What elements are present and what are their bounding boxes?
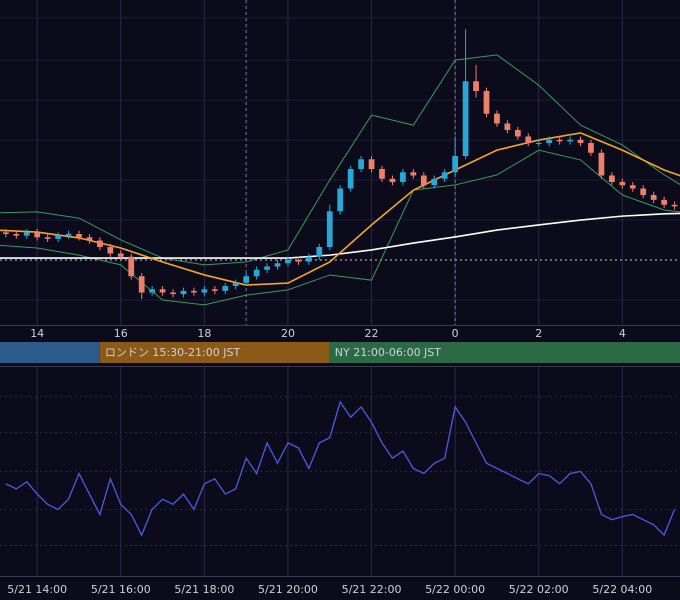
candle-body xyxy=(452,156,459,173)
candle-body xyxy=(170,292,176,295)
candle-body xyxy=(138,276,145,293)
candle-body xyxy=(274,263,281,267)
candle-body xyxy=(368,159,375,169)
candle-body xyxy=(222,286,229,291)
x-tick-label: 2 xyxy=(535,327,542,340)
x-tick-label: 5/21 16:00 xyxy=(91,583,151,596)
x-tick-label: 5/22 00:00 xyxy=(425,583,485,596)
candle-body xyxy=(619,182,626,186)
candle-body xyxy=(400,172,406,182)
candle-body xyxy=(149,289,156,293)
candle-body xyxy=(305,256,312,262)
candle-body xyxy=(34,232,41,238)
x-tick-label: 14 xyxy=(30,327,44,340)
candle-body xyxy=(629,185,636,189)
price-x-axis: 14 16 18 20 22 0 2 4 xyxy=(30,327,626,340)
candle-body xyxy=(2,232,9,234)
candle-body xyxy=(535,143,542,144)
x-tick-label: 5/21 22:00 xyxy=(342,583,402,596)
x-tick-label: 4 xyxy=(619,327,626,340)
overlay-line xyxy=(0,132,680,286)
candle-body xyxy=(264,266,270,270)
candle-body xyxy=(556,139,563,142)
candle-body xyxy=(347,169,354,189)
session-label: NY 21:00-06:00 JST xyxy=(335,346,442,359)
candle-body xyxy=(285,260,291,264)
session-band xyxy=(99,342,330,363)
candle-body xyxy=(671,204,678,207)
candle-body xyxy=(379,169,385,179)
candle-body xyxy=(609,175,615,182)
x-tick-label: 5/21 20:00 xyxy=(258,583,318,596)
candle-body xyxy=(253,269,260,277)
candle-body xyxy=(55,235,61,239)
candle-body xyxy=(44,237,51,239)
candle-body xyxy=(640,188,647,195)
price-panel xyxy=(0,0,680,325)
candle-body xyxy=(13,234,20,236)
overlay-line xyxy=(0,54,680,266)
candle-body xyxy=(525,136,532,143)
candle-body xyxy=(243,276,250,283)
x-tick-label: 5/21 14:00 xyxy=(7,583,67,596)
candle-body xyxy=(191,290,197,293)
x-tick-label: 20 xyxy=(281,327,295,340)
session-band xyxy=(0,342,100,363)
candle-body xyxy=(514,130,521,137)
candle-body xyxy=(326,211,333,247)
overlay-line xyxy=(0,212,680,259)
candle-body xyxy=(473,81,479,91)
candle-body xyxy=(159,289,166,293)
candle-body xyxy=(23,232,30,236)
candle-body xyxy=(441,172,448,179)
candle-body xyxy=(598,152,605,176)
candle-body xyxy=(97,240,103,247)
candle-body xyxy=(86,237,93,241)
candle-body xyxy=(389,178,396,182)
candle-body xyxy=(588,143,594,153)
candle-body xyxy=(76,234,82,238)
session-band xyxy=(329,342,680,363)
x-tick-label: 5/22 04:00 xyxy=(592,583,652,596)
session-bar: ロンドン 15:30-21:00 JST NY 21:00-06:00 JST xyxy=(0,342,680,363)
candle-body xyxy=(117,253,124,257)
candle-body xyxy=(567,139,573,142)
indicator-line xyxy=(5,400,676,537)
x-tick-label: 16 xyxy=(114,327,128,340)
candle-body xyxy=(211,289,218,291)
candle-body xyxy=(295,260,302,262)
candle-body xyxy=(180,290,187,295)
candle-body xyxy=(420,175,427,186)
x-tick-label: 18 xyxy=(197,327,211,340)
x-tick-label: 22 xyxy=(365,327,379,340)
candle-body xyxy=(494,113,500,124)
candle-body xyxy=(232,282,239,286)
candle-body xyxy=(483,91,490,114)
candle-body xyxy=(650,195,657,200)
indicator-x-axis: 5/21 14:00 5/21 16:00 5/21 18:00 5/21 20:00… xyxy=(7,583,652,596)
x-tick-label: 0 xyxy=(452,327,459,340)
candle-body xyxy=(431,178,438,186)
candle-body xyxy=(337,188,344,212)
candle-body xyxy=(316,247,323,257)
indicator-panel xyxy=(0,366,680,576)
overlay-line xyxy=(0,149,680,306)
candle-body xyxy=(65,234,72,236)
candle-body xyxy=(107,247,114,254)
session-label: ロンドン 15:30-21:00 JST xyxy=(105,346,241,359)
candle-body xyxy=(410,172,417,176)
candle-body xyxy=(504,123,511,130)
candle-body xyxy=(358,159,364,169)
candle-body xyxy=(201,289,208,293)
x-tick-label: 5/22 02:00 xyxy=(509,583,569,596)
x-tick-label: 5/21 18:00 xyxy=(174,583,234,596)
candle-body xyxy=(462,81,469,156)
candle-body xyxy=(128,256,135,277)
candle-body xyxy=(661,199,667,205)
candle-body xyxy=(546,139,553,143)
candle-body xyxy=(577,139,584,143)
